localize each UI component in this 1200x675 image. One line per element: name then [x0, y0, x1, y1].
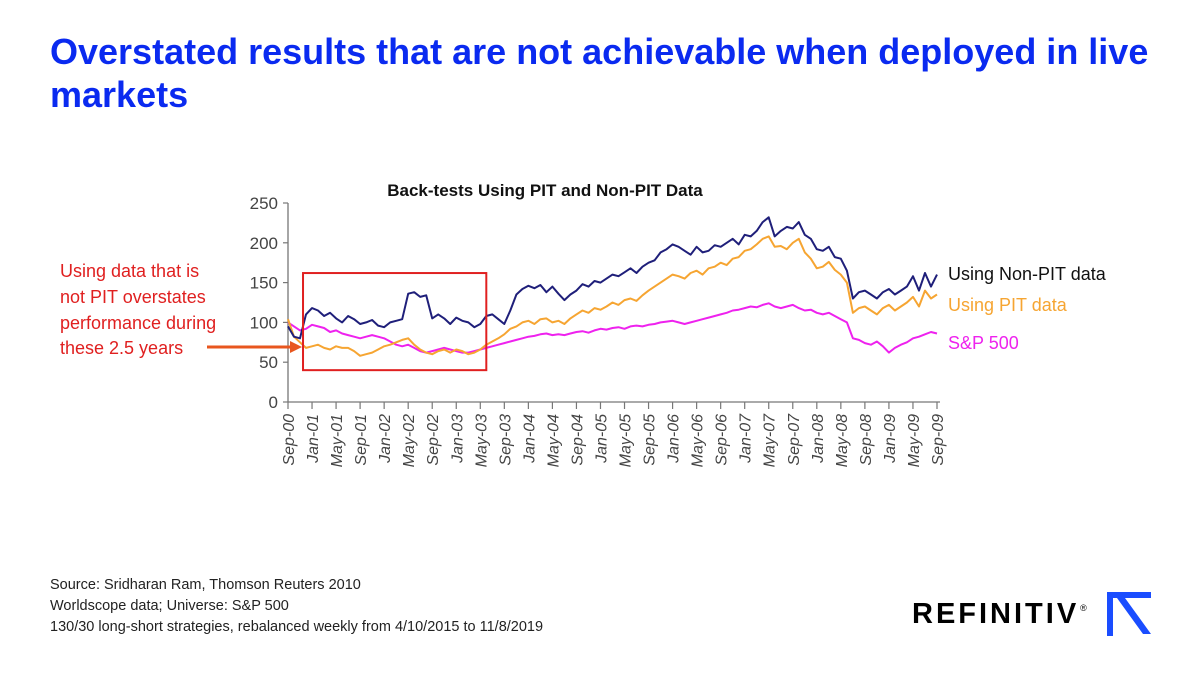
slide-title: Overstated results that are not achievab… [50, 31, 1149, 115]
arrow-head-icon [290, 341, 302, 353]
x-tick-label: May-04 [545, 414, 562, 467]
x-tick-label: Jan-02 [377, 414, 394, 464]
refinitiv-r-icon [1106, 592, 1151, 636]
x-tick-label: Sep-07 [786, 413, 803, 466]
x-tick-label: May-08 [834, 414, 851, 467]
x-tick-label: May-09 [906, 414, 923, 467]
series-line-using-pit-data [287, 235, 938, 357]
legend-entry: S&P 500 [948, 333, 1019, 353]
logo-registered-mark: ® [1080, 603, 1087, 613]
y-tick-label: 200 [250, 234, 278, 253]
x-tick-label: Jan-03 [449, 414, 466, 464]
x-tick-label: Jan-07 [738, 413, 755, 464]
footer-line: Source: Sridharan Ram, Thomson Reuters 2… [50, 577, 361, 593]
x-tick-label: May-06 [690, 414, 707, 467]
axes: 0 50 100 150 200 250 [250, 194, 940, 412]
annotation-line: these 2.5 years [60, 338, 183, 358]
x-tick-label: Sep-08 [858, 414, 875, 466]
x-tick-label: May-07 [762, 413, 779, 467]
annotation-line: Using data that is [60, 261, 199, 281]
chart-title: Back-tests Using PIT and Non-PIT Data [387, 181, 703, 200]
x-tick-label: Jan-08 [810, 414, 827, 464]
x-tick-label: Sep-05 [642, 414, 659, 466]
source-footer: Source: Sridharan Ram, Thomson Reuters 2… [50, 575, 543, 638]
x-tick-label: Sep-09 [930, 414, 947, 466]
logo-wordmark: REFINITIV [912, 597, 1080, 630]
legend-entry: Using PIT data [948, 295, 1068, 315]
x-tick-label: Sep-03 [497, 414, 514, 466]
footer-line: 130/30 long-short strategies, rebalanced… [50, 619, 544, 635]
annotation-line: not PIT overstates [60, 287, 206, 307]
footer-line: Worldscope data; Universe: S&P 500 [50, 598, 289, 614]
annotation-line: performance during [60, 313, 216, 333]
x-tick-label: Jan-06 [666, 414, 683, 464]
y-tick-label: 0 [269, 393, 278, 412]
series-lines [287, 216, 938, 357]
y-tick-label: 50 [259, 353, 278, 372]
x-tick-label: Jan-04 [521, 414, 538, 464]
x-tick-label: Sep-01 [353, 414, 370, 466]
x-tick-label: Sep-06 [714, 414, 731, 466]
x-tick-label: May-03 [473, 414, 490, 467]
x-tick-label: May-02 [401, 414, 418, 467]
series-line-s-p-500 [287, 302, 938, 354]
x-tick-label: Jan-01 [305, 414, 322, 464]
x-tick-label: Sep-02 [425, 414, 442, 466]
x-tick-label: Jan-05 [593, 414, 610, 464]
x-tick-label: May-01 [329, 414, 346, 467]
y-tick-label: 150 [250, 274, 278, 293]
refinitiv-logo: REFINITIV ® [912, 588, 1155, 640]
highlight-box [302, 272, 488, 372]
x-tick-label: Sep-00 [281, 414, 298, 466]
annotation: Using data that is not PIT overstates perf… [60, 261, 488, 372]
x-tick-label: Sep-04 [569, 414, 586, 466]
series-line-using-non-pit-data [287, 216, 938, 340]
x-tick-labels: Sep-00 Jan-01 May-01 Sep-01 Jan-02 May-02 Sep-… [281, 413, 947, 467]
y-tick-label: 250 [250, 194, 278, 213]
legend: Using Non-PIT data Using PIT data S&P 500 [948, 264, 1107, 353]
y-tick-label: 100 [250, 313, 278, 332]
legend-entry: Using Non-PIT data [948, 264, 1107, 284]
x-tick-label: Jan-09 [882, 414, 899, 464]
x-tick-label: May-05 [618, 414, 635, 467]
